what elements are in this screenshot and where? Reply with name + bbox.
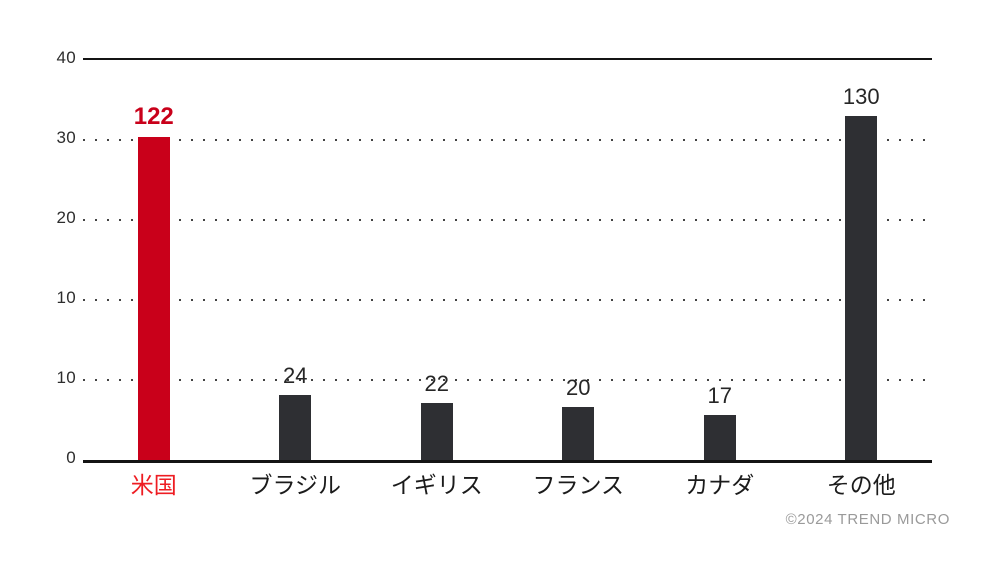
bar-value-label: 24 [283, 363, 308, 388]
bar-value-label: 22 [424, 371, 449, 396]
gridline [83, 139, 932, 141]
bar-column: 22 [366, 60, 508, 460]
bar-column: 122 [83, 60, 225, 460]
y-axis-tick-label: 10 [56, 368, 76, 387]
y-axis-tick-label: 30 [56, 128, 76, 147]
category-label: 米国 [130, 472, 177, 498]
x-axis-labels: 米国 ブラジル イギリス フランス カナダ その他 [83, 471, 932, 500]
bar-value-label: 17 [707, 383, 732, 408]
copyright-text: ©2024 TREND MICRO [785, 511, 950, 528]
bar-columns: 122 24 22 20 17 130 [83, 60, 932, 460]
y-axis-tick-label: 40 [56, 48, 76, 67]
bar [279, 395, 312, 460]
gridline [83, 299, 932, 301]
category-label: フランス [532, 472, 625, 498]
bar-column: 17 [649, 60, 791, 460]
bar-value-label: 20 [566, 375, 591, 400]
gridline [83, 219, 932, 221]
y-axis-tick-label: 0 [66, 448, 76, 467]
bar-value-label: 122 [133, 103, 174, 130]
plot-area: 122 24 22 20 17 130 [83, 58, 932, 463]
y-axis: 40 30 20 10 10 0 [0, 48, 76, 467]
category-label: イギリス [390, 472, 483, 498]
bar [845, 116, 878, 460]
bar-column: 20 [508, 60, 650, 460]
bar [137, 137, 170, 460]
bar-column: 24 [225, 60, 367, 460]
y-axis-tick-label: 10 [56, 288, 76, 307]
y-axis-tick-label: 20 [56, 208, 76, 227]
bar-column: 130 [791, 60, 933, 460]
category-label: ブラジル [249, 472, 342, 498]
gridline [83, 379, 932, 381]
bar [703, 415, 736, 460]
bar [420, 403, 453, 460]
bar-value-label: 130 [842, 84, 880, 109]
bar [562, 407, 595, 460]
category-label: カナダ [685, 472, 755, 498]
category-label: その他 [826, 472, 896, 498]
